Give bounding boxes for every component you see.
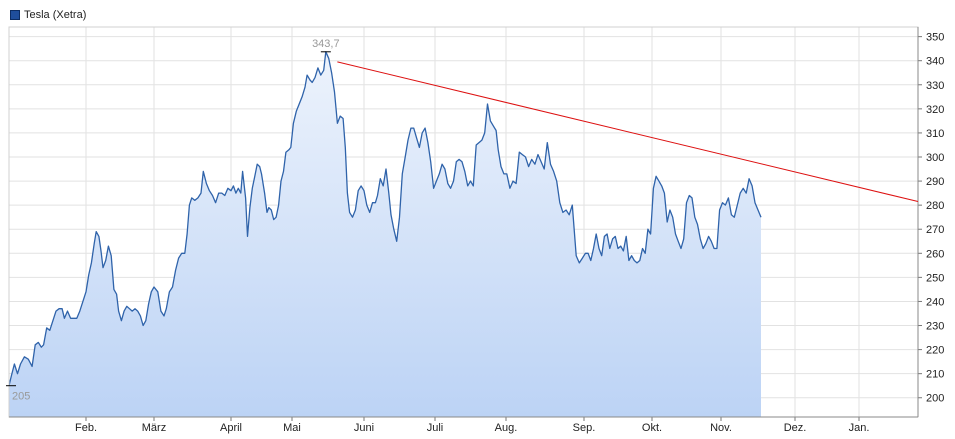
x-tick-label: Sep.	[573, 422, 596, 434]
y-tick-label: 270	[926, 224, 944, 236]
legend-label: Tesla (Xetra)	[24, 9, 87, 21]
y-tick-label: 230	[926, 321, 944, 333]
series-line	[8, 51, 762, 386]
y-tick-label: 220	[926, 345, 944, 357]
x-tick-label: Okt.	[642, 422, 662, 434]
legend-swatch	[10, 10, 20, 20]
y-tick-label: 210	[926, 369, 944, 381]
x-tick-label: Aug.	[495, 422, 518, 434]
annotations: 343,7 205	[6, 38, 919, 403]
plot-area	[8, 51, 762, 418]
x-tick-label: Dez.	[784, 422, 807, 434]
x-tick-label: März	[142, 422, 166, 434]
x-tick-label: Juli	[427, 422, 444, 434]
y-tick-label: 350	[926, 32, 944, 44]
y-tick-label: 280	[926, 200, 944, 212]
x-tick-label: Jan.	[849, 422, 870, 434]
max-label: 343,7	[312, 38, 340, 50]
x-tick-label: Feb.	[75, 422, 97, 434]
y-tick-label: 300	[926, 152, 944, 164]
x-tick-label: Nov.	[710, 422, 732, 434]
min-label: 205	[12, 391, 30, 403]
trend-line	[337, 61, 919, 203]
y-tick-label: 310	[926, 128, 944, 140]
y-tick-label: 260	[926, 248, 944, 260]
x-tick-label: Juni	[354, 422, 374, 434]
legend: Tesla (Xetra)	[10, 9, 86, 21]
y-tick-label: 240	[926, 296, 944, 308]
y-tick-label: 320	[926, 104, 944, 116]
y-tick-label: 330	[926, 80, 944, 92]
x-tick-label: April	[220, 422, 242, 434]
x-tick-label: Mai	[283, 422, 301, 434]
series-area	[9, 51, 761, 418]
y-tick-label: 200	[926, 393, 944, 405]
y-tick-label: 290	[926, 176, 944, 188]
y-tick-label: 250	[926, 272, 944, 284]
axes: 200 210 220 230 240 250 260 270 280 290 300 310 320 3…	[8, 26, 944, 434]
y-tick-label: 340	[926, 56, 944, 68]
